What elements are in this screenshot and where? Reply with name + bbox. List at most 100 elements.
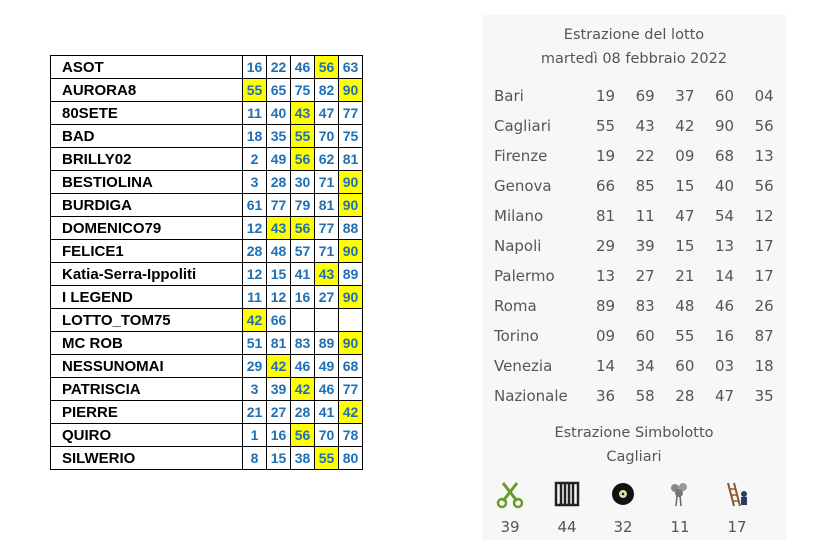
number-cell: 18 [242,124,267,148]
vinyl-record-icon [608,479,638,509]
simbolotto-title: Estrazione Simbolotto [554,425,714,441]
player-row: BAD 18 35 55 70 75 [50,124,363,148]
matched-number-cell: 55 [242,78,267,102]
number-cell: 11 [242,285,267,309]
player-row: SILWERIO 8 15 38 55 80 [50,446,363,470]
wheel-city: Genova [494,177,552,195]
simbolotto-number: 11 [670,518,690,536]
number-cell [290,308,315,332]
wheel-city: Roma [494,297,537,315]
drawn-number: 56 [754,177,774,195]
player-row: AURORA8 55 65 75 82 90 [50,78,363,102]
drawn-number: 60 [714,87,735,105]
drawn-number: 54 [714,207,735,225]
simbolotto-number: 44 [557,518,577,536]
number-cell: 41 [290,262,315,286]
matched-number-cell: 42 [242,308,267,332]
drawn-number: 17 [754,267,774,285]
player-row: BRILLY02 2 49 56 62 81 [50,147,363,171]
number-cell: 30 [290,170,315,194]
drawn-number: 04 [754,87,774,105]
player-name: Katia-Serra-Ippoliti [50,262,243,286]
drawn-number: 90 [714,117,735,135]
matched-number-cell: 43 [290,101,315,125]
drawn-number: 39 [635,237,655,255]
player-name: PATRISCIA [50,377,243,401]
drawn-number: 55 [675,327,695,345]
player-row: ASOT 16 22 46 56 63 [50,55,363,79]
number-cell: 49 [314,354,339,378]
number-cell: 78 [338,423,363,447]
matched-number-cell: 43 [266,216,291,240]
matched-number-cell: 42 [266,354,291,378]
drawn-number: 60 [635,327,655,345]
number-cell: 16 [266,423,291,447]
drawn-number: 19 [595,87,616,105]
drawn-number: 56 [754,117,774,135]
wheel-city: Napoli [494,237,542,255]
player-row: DOMENICO79 12 43 56 77 88 [50,216,363,240]
drawn-number: 42 [675,117,695,135]
number-cell: 88 [338,216,363,240]
drawn-number: 43 [635,117,655,135]
number-cell: 51 [242,331,267,355]
matched-number-cell: 56 [290,216,315,240]
number-cell: 28 [290,400,315,424]
player-name: NESSUNOMAI [50,354,243,378]
draw-row: Firenze 19 22 09 68 13 [494,141,784,171]
player-name: BRILLY02 [50,147,243,171]
drawn-number: 89 [595,297,616,315]
player-row: PATRISCIA 3 39 42 46 77 [50,377,363,401]
number-cell: 1 [242,423,267,447]
draw-row: Milano 81 11 47 54 12 [494,201,784,231]
flower-bouquet-icon [665,479,695,509]
number-cell: 71 [314,239,339,263]
number-cell: 40 [266,101,291,125]
number-cell [314,308,339,332]
drawn-number: 28 [675,387,695,405]
player-name: ASOT [50,55,243,79]
simbolotto-number: 39 [500,518,520,536]
drawn-number: 12 [754,207,774,225]
number-cell: 16 [242,55,267,79]
player-row: Katia-Serra-Ippoliti 12 15 41 43 89 [50,262,363,286]
matched-number-cell: 55 [290,124,315,148]
wheel-city: Palermo [494,267,555,285]
drawn-number: 85 [635,177,655,195]
drawn-number: 09 [595,327,616,345]
draw-row: Roma 89 83 48 46 26 [494,291,784,321]
drawn-number: 81 [595,207,616,225]
number-cell: 21 [242,400,267,424]
number-cell: 65 [266,78,291,102]
number-cell: 75 [338,124,363,148]
drawn-number: 55 [595,117,616,135]
number-cell: 46 [290,354,315,378]
draw-row: Venezia 14 34 60 03 18 [494,351,784,381]
drawn-number: 87 [754,327,774,345]
number-cell: 77 [314,216,339,240]
number-cell: 89 [338,262,363,286]
number-cell: 75 [290,78,315,102]
drawn-number: 15 [675,237,695,255]
drawn-number: 16 [714,327,735,345]
drawn-number: 17 [754,237,774,255]
matched-number-cell: 90 [338,285,363,309]
number-cell: 28 [266,170,291,194]
number-cell: 12 [266,285,291,309]
number-cell: 27 [314,285,339,309]
drawn-number: 26 [754,297,774,315]
drawn-number: 14 [595,357,616,375]
matched-number-cell: 56 [314,55,339,79]
number-cell: 82 [314,78,339,102]
number-cell: 15 [266,262,291,286]
number-cell: 71 [314,170,339,194]
drawn-number: 69 [635,87,655,105]
number-cell: 70 [314,124,339,148]
number-cell: 41 [314,400,339,424]
number-cell: 83 [290,331,315,355]
drawn-number: 03 [714,357,735,375]
drawn-number: 36 [595,387,616,405]
drawn-number: 48 [675,297,695,315]
drawn-number: 35 [754,387,774,405]
wheel-city: Milano [494,207,544,225]
